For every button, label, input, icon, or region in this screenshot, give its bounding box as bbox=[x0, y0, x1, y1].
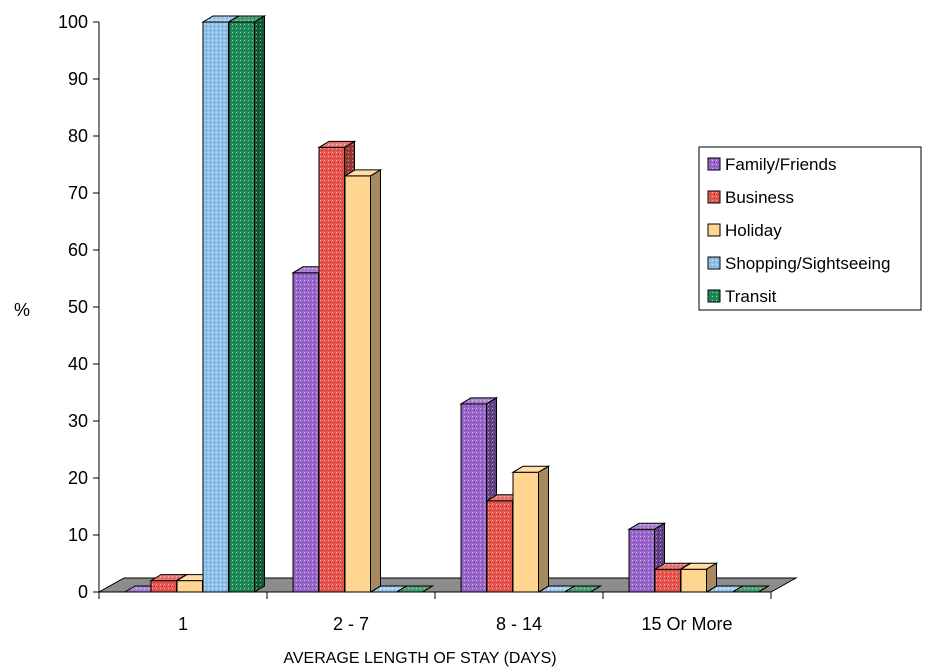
y-tick-label: 20 bbox=[68, 468, 88, 488]
bar-transit-1 bbox=[227, 15, 267, 593]
axis-labels: 0 10 20 30 40 50 60 70 80 90 100 1 2 - 7 8 - 14 15 Or … bbox=[58, 12, 733, 634]
legend-label: Shopping/Sightseeing bbox=[725, 254, 890, 273]
legend-label: Transit bbox=[725, 287, 777, 306]
y-tick-label: 30 bbox=[68, 411, 88, 431]
x-axis-title: AVERAGE LENGTH OF STAY (DAYS) bbox=[283, 650, 556, 667]
legend-label: Holiday bbox=[725, 221, 782, 240]
y-tick-label: 100 bbox=[58, 12, 88, 32]
legend-label: Business bbox=[725, 188, 794, 207]
legend-item-shopping-sightseeing: Shopping/Sightseeing bbox=[707, 254, 890, 273]
legend-swatch bbox=[707, 157, 721, 171]
x-tick-label: 2 - 7 bbox=[333, 614, 369, 634]
y-tick-label: 50 bbox=[68, 297, 88, 317]
bars bbox=[123, 15, 771, 593]
legend-swatch bbox=[707, 256, 721, 270]
y-tick-label: 0 bbox=[78, 582, 88, 602]
y-tick-label: 60 bbox=[68, 240, 88, 260]
bar-holiday-15-or-more bbox=[679, 562, 719, 593]
legend-label: Family/Friends bbox=[725, 155, 836, 174]
legend-swatch bbox=[707, 289, 721, 303]
y-tick-label: 70 bbox=[68, 183, 88, 203]
bar-transit-8-14 bbox=[563, 585, 603, 593]
y-tick-label: 90 bbox=[68, 69, 88, 89]
legend-item-holiday: Holiday bbox=[707, 221, 782, 240]
y-tick-label: 80 bbox=[68, 126, 88, 146]
legend-item-business: Business bbox=[707, 188, 794, 207]
bar-holiday-8-14 bbox=[511, 465, 551, 593]
bar-transit-2-7 bbox=[395, 585, 435, 593]
axes bbox=[93, 21, 772, 599]
y-tick-label: 40 bbox=[68, 354, 88, 374]
x-tick-label: 1 bbox=[178, 614, 188, 634]
legend-swatch bbox=[707, 190, 721, 204]
legend: Family/Friends Business Holiday Shopping/Si… bbox=[698, 146, 922, 311]
legend-box bbox=[698, 146, 922, 311]
x-tick-label: 15 Or More bbox=[641, 614, 732, 634]
y-tick-label: 10 bbox=[68, 525, 88, 545]
legend-item-transit: Transit bbox=[707, 287, 777, 306]
bar-holiday-2-7 bbox=[343, 169, 383, 593]
x-tick-label: 8 - 14 bbox=[496, 614, 542, 634]
y-axis-title: % bbox=[14, 300, 30, 320]
legend-item-family-friends: Family/Friends bbox=[707, 155, 836, 174]
bar-transit-15-or-more bbox=[731, 585, 771, 593]
legend-swatch bbox=[707, 223, 721, 237]
